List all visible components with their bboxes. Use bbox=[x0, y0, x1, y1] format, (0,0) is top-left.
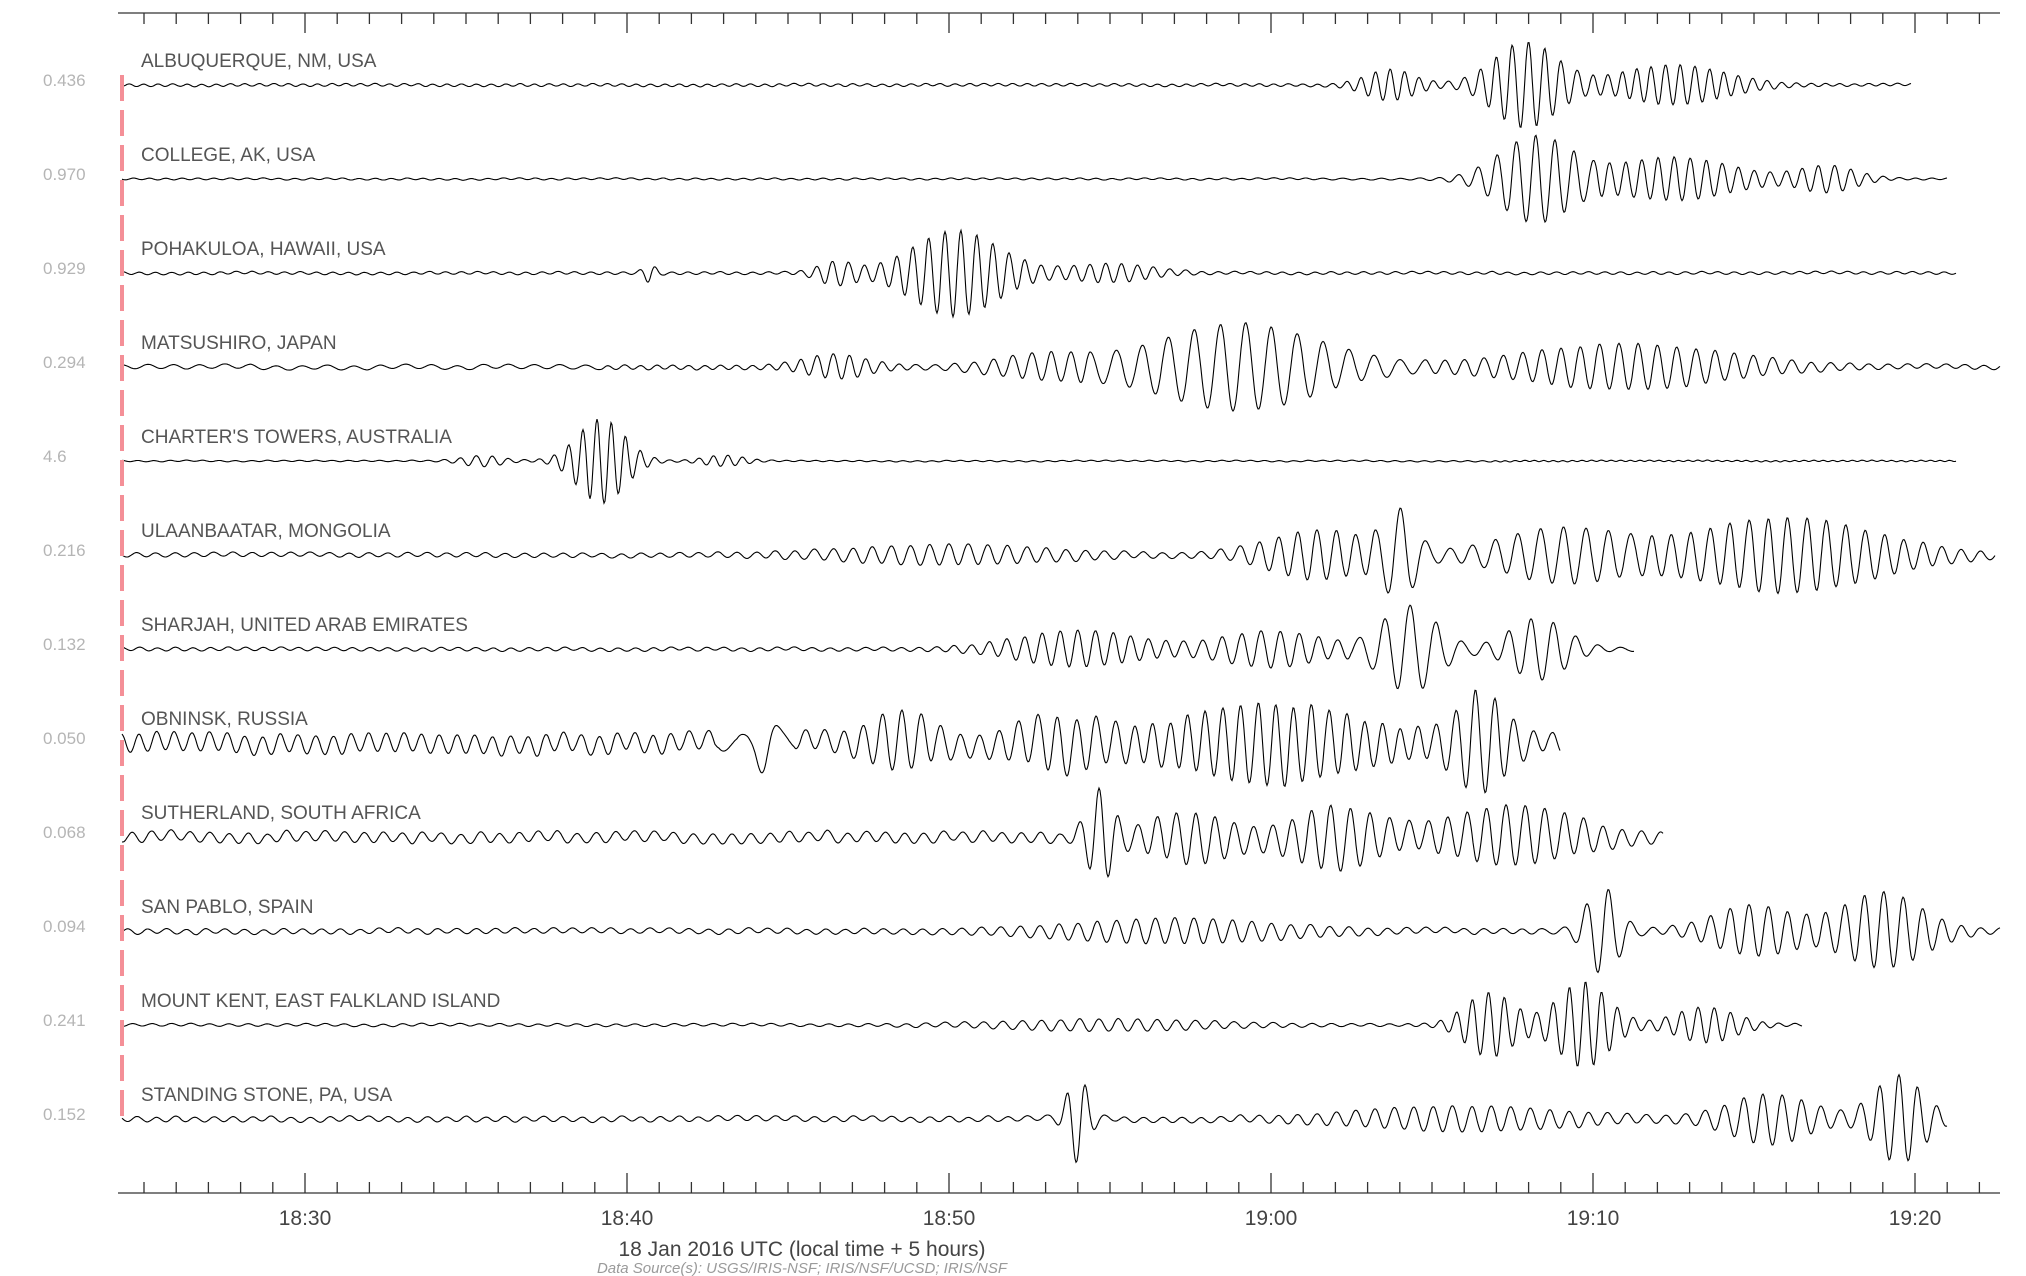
data-source-note: Data Source(s): USGS/IRIS-NSF; IRIS/NSF/… bbox=[597, 1260, 1008, 1276]
amplitude-scale-label: 0.132 bbox=[43, 635, 86, 654]
seismogram-trace bbox=[121, 507, 1996, 595]
seismogram-trace bbox=[122, 418, 1957, 505]
time-tick-labels: 18:30 18:40 18:50 19:00 19:10 19:20 bbox=[279, 1207, 1942, 1230]
station-label: MOUNT KENT, EAST FALKLAND ISLAND bbox=[141, 991, 500, 1012]
station-label: POHAKULOA, HAWAII, USA bbox=[141, 239, 386, 260]
amplitude-scale-label: 0.294 bbox=[43, 353, 86, 372]
seismogram-trace bbox=[122, 42, 1912, 128]
amplitude-scale-labels: 0.436 0.970 0.929 0.294 4.6 0.216 0.132 0.050 0.… bbox=[43, 71, 86, 1124]
seismogram-trace bbox=[121, 604, 1635, 690]
tick-label: 18:40 bbox=[601, 1207, 654, 1230]
amplitude-scale-label: 4.6 bbox=[43, 447, 67, 466]
seismogram-trace bbox=[121, 981, 1803, 1067]
x-axis-title: 18 Jan 2016 UTC (local time + 5 hours) bbox=[618, 1238, 985, 1261]
station-label: MATSUSHIRO, JAPAN bbox=[141, 333, 337, 354]
top-time-axis bbox=[118, 12, 2000, 33]
seismogram-trace bbox=[121, 689, 1561, 794]
amplitude-scale-label: 0.970 bbox=[43, 165, 86, 184]
station-label: OBNINSK, RUSSIA bbox=[141, 709, 308, 730]
seismogram-traces bbox=[121, 42, 2001, 1164]
amplitude-scale-label: 0.152 bbox=[43, 1105, 86, 1124]
bottom-time-axis bbox=[118, 1173, 2000, 1194]
tick-label: 19:00 bbox=[1245, 1207, 1298, 1230]
station-label: CHARTER'S TOWERS, AUSTRALIA bbox=[141, 427, 452, 448]
amplitude-scale-label: 0.094 bbox=[43, 917, 86, 936]
station-labels: ALBUQUERQUE, NM, USA COLLEGE, AK, USA POHA… bbox=[141, 51, 500, 1106]
tick-label: 18:30 bbox=[279, 1207, 332, 1230]
amplitude-scale-label: 0.068 bbox=[43, 823, 86, 842]
amplitude-scale-label: 0.241 bbox=[43, 1011, 86, 1030]
seismogram-trace bbox=[122, 322, 2001, 412]
amplitude-scale-label: 0.050 bbox=[43, 729, 86, 748]
station-label: ALBUQUERQUE, NM, USA bbox=[141, 51, 377, 72]
amplitude-scale-label: 0.436 bbox=[43, 71, 86, 90]
seismogram-trace bbox=[121, 888, 2001, 974]
amplitude-scale-label: 0.929 bbox=[43, 259, 86, 278]
tick-label: 18:50 bbox=[923, 1207, 976, 1230]
station-label: STANDING STONE, PA, USA bbox=[141, 1085, 393, 1106]
seismogram-trace bbox=[121, 228, 1957, 319]
tick-label: 19:20 bbox=[1889, 1207, 1942, 1230]
station-label: ULAANBAATAR, MONGOLIA bbox=[141, 521, 391, 542]
station-label: SHARJAH, UNITED ARAB EMIRATES bbox=[141, 615, 468, 636]
seismogram-trace bbox=[121, 134, 1948, 224]
amplitude-scale-label: 0.216 bbox=[43, 541, 86, 560]
seismogram-trace bbox=[121, 786, 1664, 879]
tick-label: 19:10 bbox=[1567, 1207, 1620, 1230]
station-label: SAN PABLO, SPAIN bbox=[141, 897, 313, 918]
seismogram-trace bbox=[121, 1073, 1948, 1164]
station-label: SUTHERLAND, SOUTH AFRICA bbox=[141, 803, 421, 824]
station-label: COLLEGE, AK, USA bbox=[141, 145, 316, 166]
